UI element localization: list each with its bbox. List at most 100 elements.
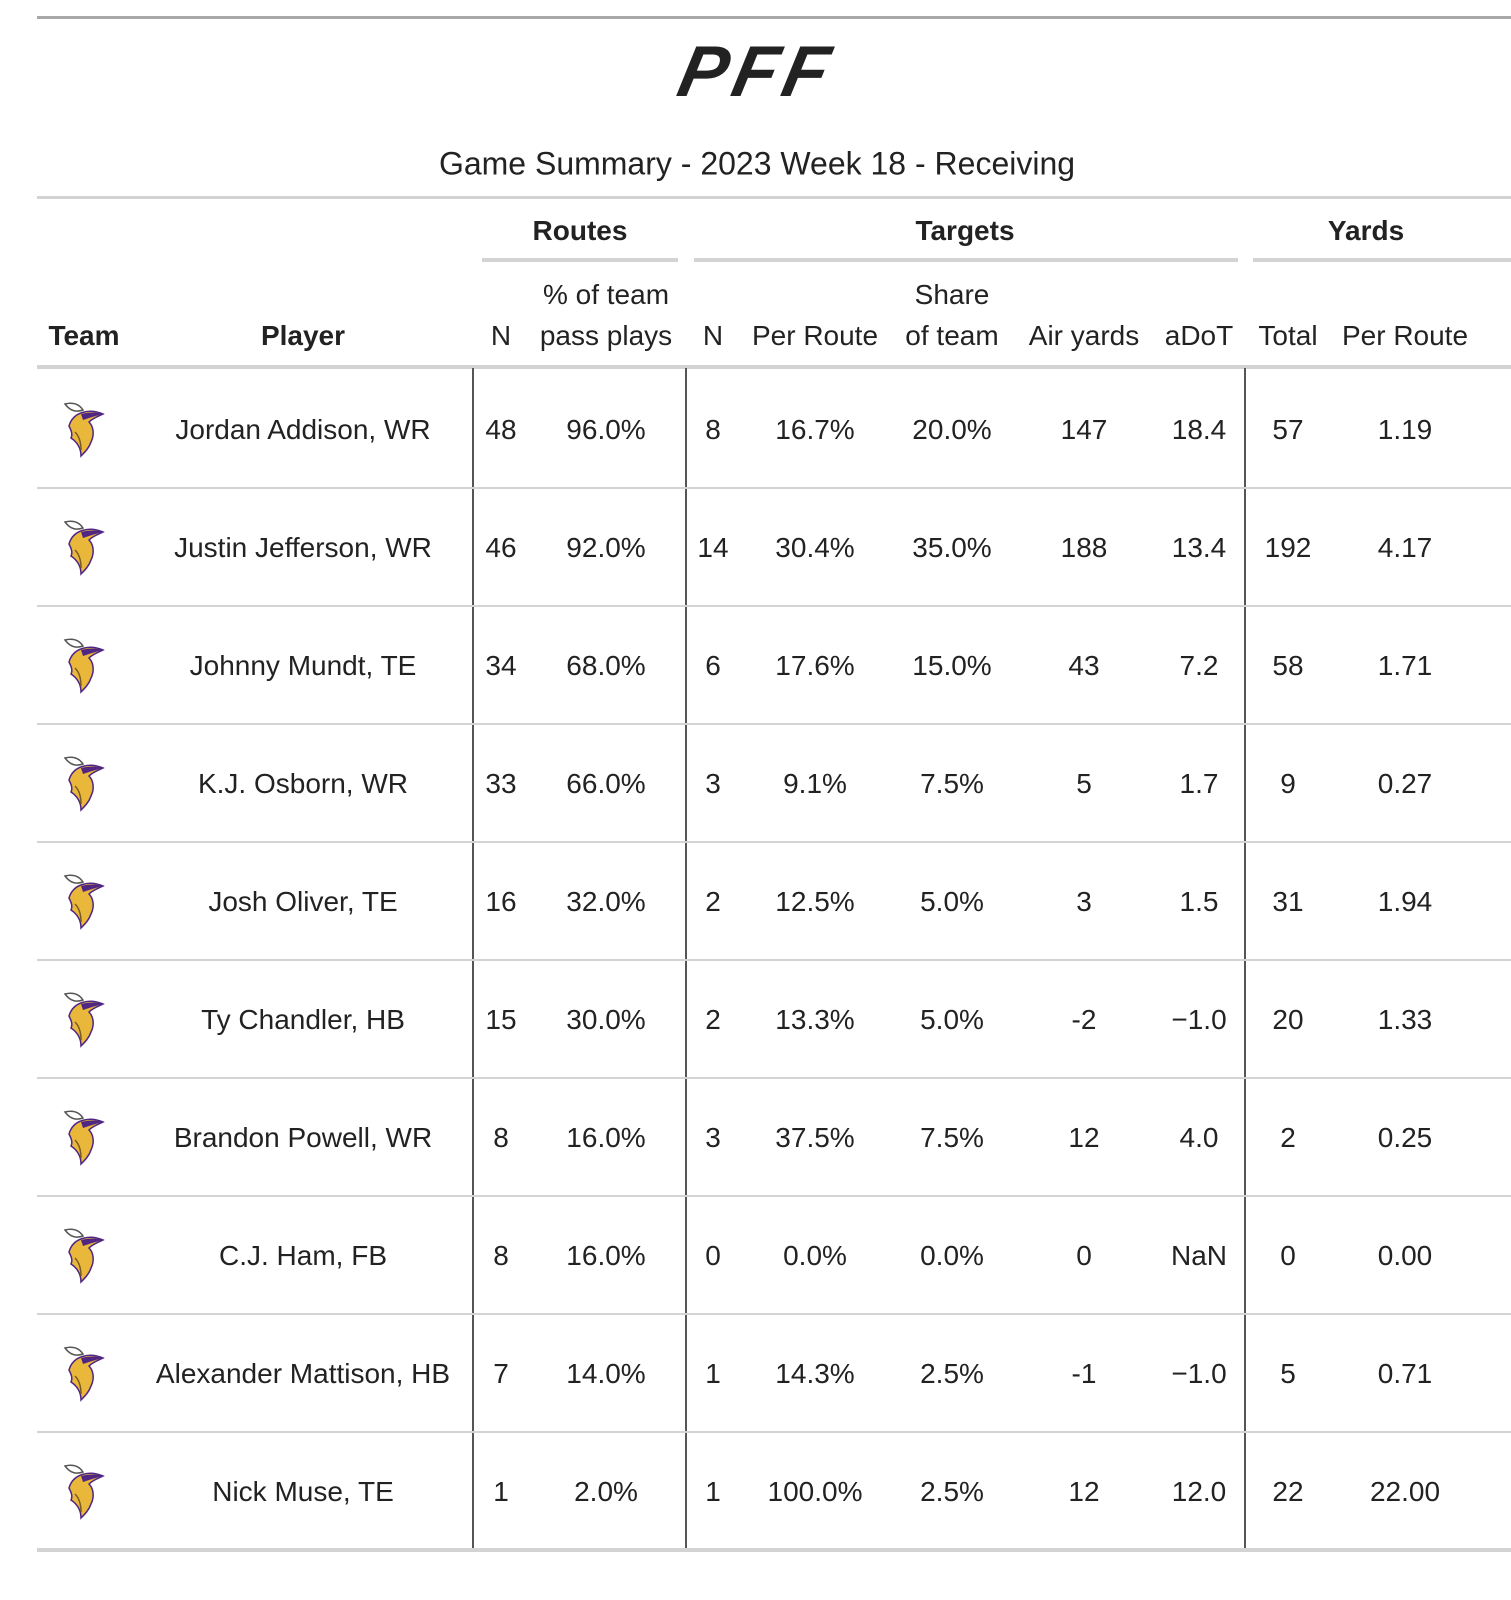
cell: 16.7% <box>775 414 855 445</box>
player-name: Ty Chandler, HB <box>201 1004 405 1035</box>
cell: -1 <box>1071 1358 1097 1389</box>
cell: 16.0% <box>566 1240 646 1271</box>
column-header: pass plays <box>539 320 673 351</box>
title: Game Summary - 2023 Week 18 - Receiving <box>438 145 1076 182</box>
cell: 1 <box>705 1358 721 1389</box>
cell: 22 <box>1272 1476 1304 1507</box>
row-rule <box>37 959 1511 961</box>
team-logo <box>63 520 105 576</box>
cell: 0.25 <box>1377 1122 1433 1153</box>
title-rule <box>37 196 1511 199</box>
team-logo <box>63 1464 105 1520</box>
cell: 22.00 <box>1369 1476 1441 1507</box>
cell: 7.2 <box>1179 650 1219 681</box>
cell: 8 <box>493 1240 509 1271</box>
column-header: % of team <box>542 279 670 310</box>
cell: 5.0% <box>920 886 984 917</box>
cell: 12.5% <box>775 886 855 917</box>
cell: 0.0% <box>783 1240 847 1271</box>
cell: NaN <box>1170 1240 1228 1271</box>
cell: 9.1% <box>783 768 847 799</box>
cell: 2 <box>1280 1122 1296 1153</box>
spanner: Yards <box>1327 215 1405 246</box>
cell: 33 <box>485 768 517 799</box>
cell: 5 <box>1280 1358 1296 1389</box>
row-rule <box>37 723 1511 725</box>
cell: 6 <box>705 650 721 681</box>
cell: 43 <box>1068 650 1100 681</box>
cell: 30.4% <box>775 532 855 563</box>
spanner: Routes <box>532 215 628 246</box>
row-rule <box>37 1195 1511 1197</box>
cell: 16.0% <box>566 1122 646 1153</box>
row-rule <box>37 487 1511 489</box>
cell: 34 <box>485 650 517 681</box>
row-rule <box>37 841 1511 843</box>
player-name: Josh Oliver, TE <box>208 886 398 917</box>
player-name: Brandon Powell, WR <box>173 1122 433 1153</box>
cell: 12 <box>1068 1476 1100 1507</box>
cell: 2.5% <box>920 1358 984 1389</box>
bottom-rule <box>37 1548 1511 1552</box>
team-logo <box>63 992 105 1048</box>
player-name: C.J. Ham, FB <box>218 1240 388 1271</box>
column-header: Total <box>1258 320 1318 351</box>
cell: 0.71 <box>1377 1358 1433 1389</box>
column-header: Share <box>914 279 990 310</box>
spanner-rule <box>694 258 1238 262</box>
cell: 15.0% <box>912 650 992 681</box>
column-header: N <box>702 320 724 351</box>
cell: 9 <box>1280 768 1296 799</box>
column-divider <box>472 368 474 1548</box>
cell: 8 <box>705 414 721 445</box>
cell: 7.5% <box>920 1122 984 1153</box>
cell: 14.3% <box>775 1358 855 1389</box>
top-rule <box>37 16 1511 19</box>
cell: -2 <box>1071 1004 1097 1035</box>
cell: 35.0% <box>912 532 992 563</box>
cell: 0.00 <box>1377 1240 1433 1271</box>
column-header: N <box>490 320 512 351</box>
cell: 100.0% <box>767 1476 863 1507</box>
cell: 1 <box>705 1476 721 1507</box>
cell: 2.0% <box>574 1476 638 1507</box>
cell: 5.0% <box>920 1004 984 1035</box>
team-logo <box>63 1346 105 1402</box>
cell: 92.0% <box>566 532 646 563</box>
cell: 7.5% <box>920 768 984 799</box>
cell: 0 <box>1280 1240 1296 1271</box>
cell: −1.0 <box>1171 1358 1227 1389</box>
player-name: Alexander Mattison, HB <box>155 1358 451 1389</box>
player-name: Johnny Mundt, TE <box>189 650 417 681</box>
team-logo <box>63 1228 105 1284</box>
cell: 4.17 <box>1377 532 1433 563</box>
column-header: aDoT <box>1164 320 1234 351</box>
player-name: K.J. Osborn, WR <box>197 768 409 799</box>
header-rule <box>37 365 1511 369</box>
team-logo <box>63 874 105 930</box>
row-rule <box>37 1077 1511 1079</box>
cell: 0.0% <box>920 1240 984 1271</box>
column-header: Team <box>48 320 120 351</box>
cell: 17.6% <box>775 650 855 681</box>
cell: 4.0 <box>1179 1122 1219 1153</box>
cell: 0.27 <box>1377 768 1433 799</box>
cell: 7 <box>493 1358 509 1389</box>
cell: 2 <box>705 1004 721 1035</box>
cell: 16 <box>485 886 517 917</box>
cell: 37.5% <box>775 1122 855 1153</box>
cell: 58 <box>1272 650 1304 681</box>
cell: 20.0% <box>912 414 992 445</box>
cell: 1 <box>493 1476 509 1507</box>
cell: 3 <box>705 1122 721 1153</box>
cell: 0 <box>1076 1240 1092 1271</box>
cell: 57 <box>1272 414 1304 445</box>
cell: 8 <box>493 1122 509 1153</box>
cell: 188 <box>1060 532 1108 563</box>
player-name: Nick Muse, TE <box>212 1476 394 1507</box>
cell: 192 <box>1264 532 1312 563</box>
cell: 5 <box>1076 768 1092 799</box>
cell: 32.0% <box>566 886 646 917</box>
column-divider <box>685 368 687 1548</box>
cell: 13.3% <box>775 1004 855 1035</box>
